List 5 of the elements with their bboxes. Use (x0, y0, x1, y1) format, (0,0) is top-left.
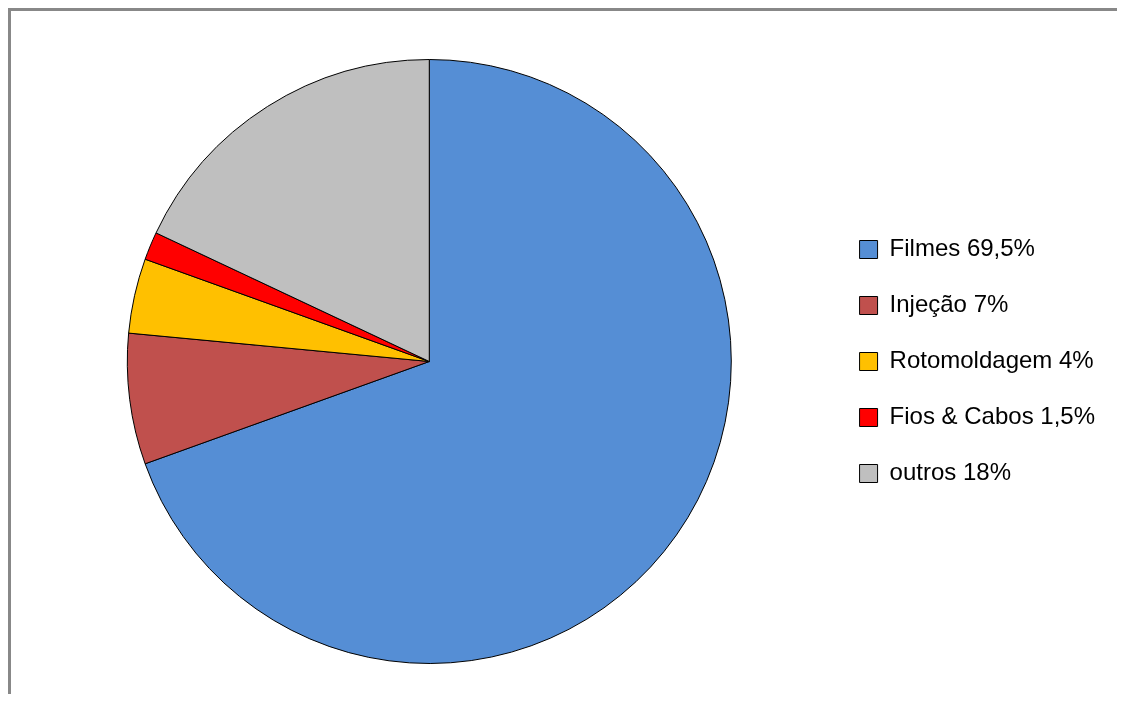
legend-label: Fios & Cabos 1,5% (889, 402, 1096, 430)
legend-label: Filmes 69,5% (889, 234, 1035, 262)
legend-label: outros 18% (889, 458, 1011, 486)
legend-label: Rotomoldagem 4% (889, 346, 1094, 374)
legend-label: Injeção 7% (889, 290, 1009, 318)
